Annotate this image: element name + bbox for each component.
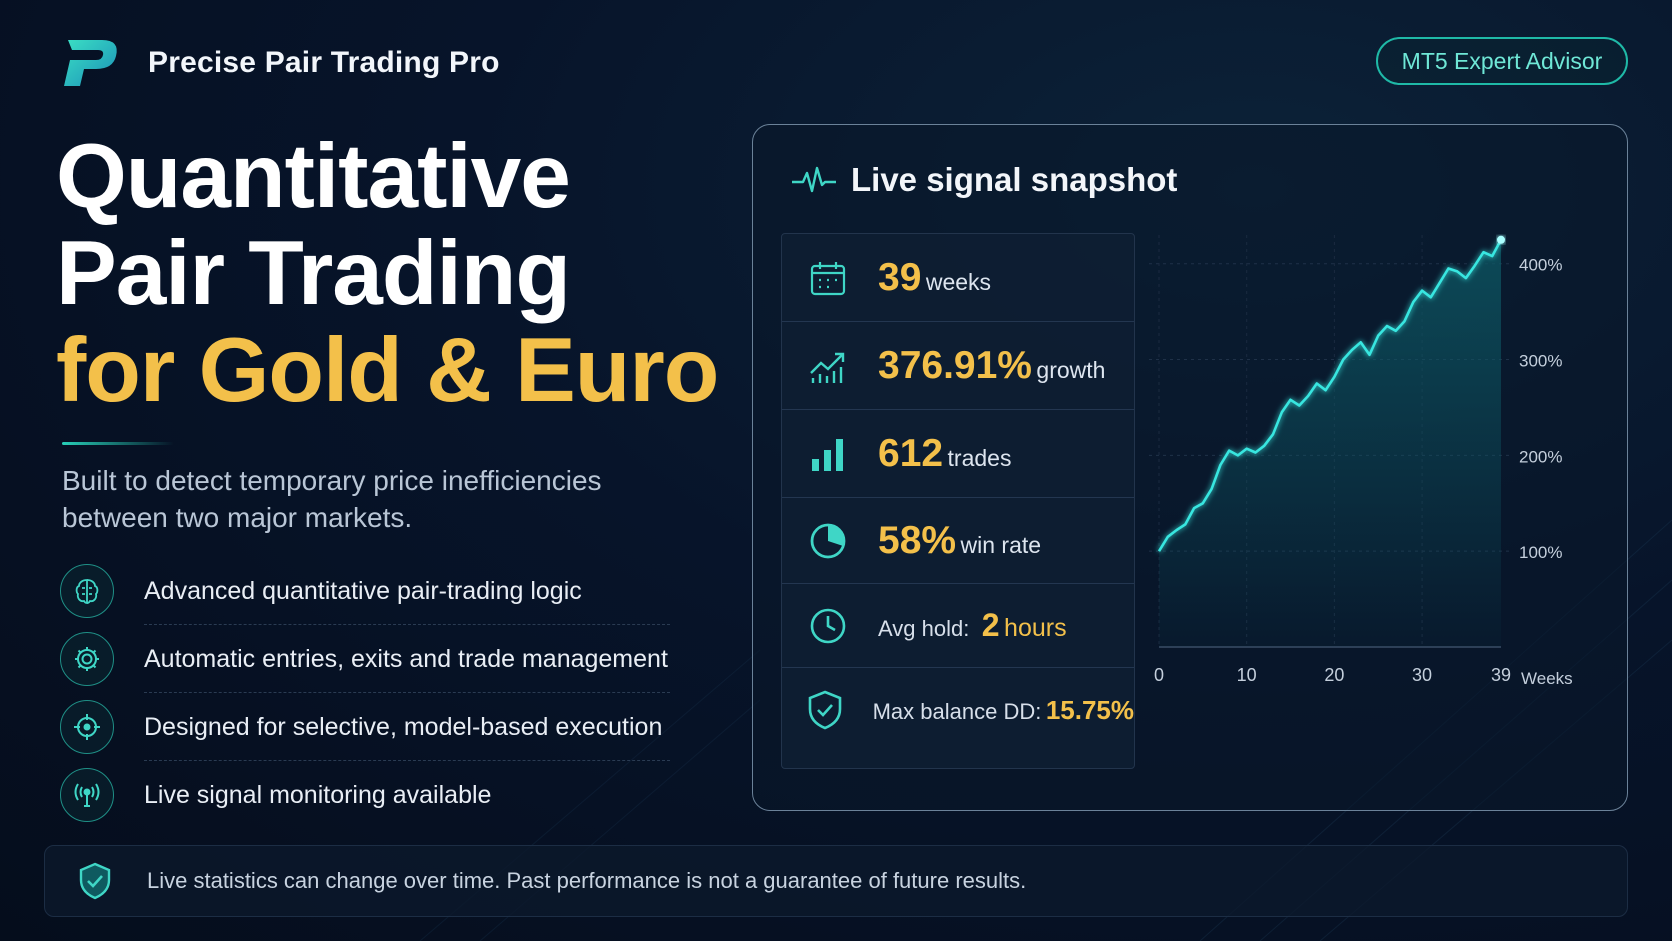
snapshot-title: Live signal snapshot: [851, 161, 1178, 198]
series-line: [1157, 239, 1503, 552]
x-tick-label: 20: [1324, 665, 1344, 685]
disclaimer-bar: Live statistics can change over time. Pa…: [44, 845, 1628, 917]
feature-item: Live signal monitoring available: [60, 761, 670, 829]
pulse-icon: [792, 166, 836, 193]
disclaimer-text: Live statistics can change over time. Pa…: [147, 868, 1027, 893]
hero-line-2: Pair Trading: [56, 223, 571, 324]
hero-title: Quantitative Pair Trading for Gold & Eur…: [56, 126, 719, 421]
stat-label: Avg hold:: [878, 616, 970, 641]
brain-icon: [60, 564, 114, 618]
shield-check-icon: [75, 861, 115, 901]
stat-unit: win rate: [960, 531, 1042, 558]
brand-logo-icon: [64, 40, 117, 86]
stat-value: 15.75%: [1045, 694, 1134, 725]
mt5-badge: MT5 Expert Advisor: [1376, 37, 1628, 85]
growth-chart-icon: [806, 344, 850, 388]
stat-unit: hours: [1004, 614, 1067, 642]
series-endpoint: [1497, 235, 1505, 244]
y-tick-label: 400%: [1519, 256, 1562, 275]
hero-line-3: for Gold & Euro: [56, 320, 719, 421]
stat-value: 58%: [878, 518, 957, 562]
stat-value: 2: [981, 607, 1000, 643]
shield-check-icon: [806, 688, 845, 732]
stat-value: 376.91%: [878, 343, 1032, 387]
x-tick-label: 30: [1412, 665, 1432, 685]
feature-list: Advanced quantitative pair-trading logic…: [60, 557, 670, 829]
y-tick-label: 300%: [1519, 352, 1562, 371]
brand-name: Precise Pair Trading Pro: [148, 46, 500, 79]
stat-unit: growth: [1036, 356, 1106, 383]
panel-title: Live signal snapshot: [791, 161, 1177, 199]
broadcast-icon: [60, 768, 114, 822]
feature-text: Designed for selective, model-based exec…: [144, 712, 663, 741]
stat-growth: 376.91% growth: [782, 322, 1134, 410]
stat-drawdown: Max balance DD: 15.75%: [782, 668, 1134, 752]
stat-winrate: 58% win rate: [782, 498, 1134, 584]
feature-item: Advanced quantitative pair-trading logic: [60, 557, 670, 625]
hero-divider: [62, 442, 174, 445]
x-axis-label: Weeks: [1521, 669, 1573, 688]
hero-line-1: Quantitative: [56, 126, 571, 227]
y-tick-label: 200%: [1519, 447, 1562, 466]
x-tick-label: 10: [1237, 665, 1257, 685]
divider: [144, 692, 670, 693]
feature-text: Advanced quantitative pair-trading logic: [144, 576, 582, 605]
gear-icon: [60, 632, 114, 686]
stat-label: Max balance DD:: [872, 698, 1042, 724]
target-icon: [60, 700, 114, 754]
feature-item: Designed for selective, model-based exec…: [60, 693, 670, 761]
calendar-icon: [806, 256, 850, 300]
feature-text: Automatic entries, exits and trade manag…: [144, 644, 668, 673]
clock-icon: [806, 604, 850, 648]
stat-weeks: 39 weeks: [782, 234, 1134, 322]
stat-trades: 612 trades: [782, 410, 1134, 498]
y-tick-label: 100%: [1519, 543, 1562, 562]
series-area: [1159, 239, 1501, 648]
stat-value: 39: [878, 255, 922, 299]
x-tick-label: 0: [1154, 665, 1164, 685]
stat-unit: trades: [947, 444, 1012, 471]
stat-hold: Avg hold: 2 hours: [782, 584, 1134, 668]
bar-chart-icon: [806, 432, 850, 476]
brand: Precise Pair Trading Pro: [58, 36, 500, 90]
stat-unit: weeks: [925, 268, 992, 295]
pie-chart-icon: [806, 519, 850, 563]
stat-value: 612: [878, 431, 944, 475]
x-tick-label: 39: [1491, 665, 1511, 685]
hero-subtitle: Built to detect temporary price ineffici…: [62, 465, 602, 533]
stats-list: 39 weeks 376.91% growth: [781, 233, 1135, 769]
divider: [144, 624, 670, 625]
live-signal-panel: Live signal snapshot 39 weeks: [752, 124, 1628, 811]
feature-item: Automatic entries, exits and trade manag…: [60, 625, 670, 693]
growth-chart: 100% 200% 300% 400% 0 10 20 30 39 Weeks: [1149, 235, 1573, 688]
feature-text: Live signal monitoring available: [144, 780, 492, 809]
divider: [144, 760, 670, 761]
